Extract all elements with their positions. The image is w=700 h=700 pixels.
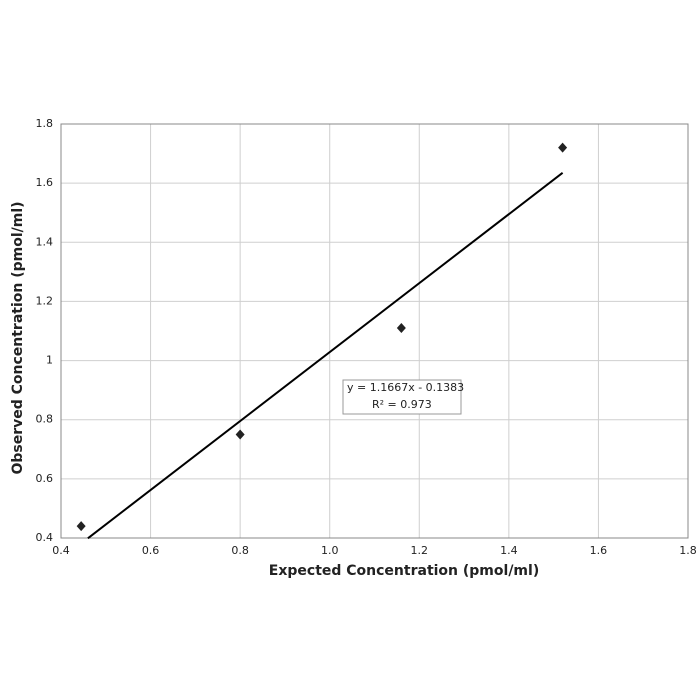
point [235, 429, 245, 440]
y-tick-label: 1 [46, 354, 53, 367]
annotation-box [342, 379, 462, 415]
plot-area [60, 123, 689, 539]
x-tick-label: 0.4 [52, 544, 70, 557]
x-tick-label: 1.2 [411, 544, 429, 557]
y-tick-label: 0.8 [36, 413, 54, 426]
y-tick-label: 1.8 [36, 117, 54, 130]
x-axis-title: Expected Concentration (pmol/ml) [269, 563, 539, 579]
annotation: R² = 0.973 [372, 398, 432, 411]
x-tick-label: 1.6 [590, 544, 608, 557]
point [396, 323, 406, 334]
annotation: y = 1.1667x - 0.1383 [347, 381, 464, 394]
x-tick-label: 1.0 [321, 544, 339, 557]
y-axis-title: Observed Concentration (pmol/ml) [10, 201, 26, 474]
y-tick-label: 0.6 [36, 472, 54, 485]
trendline [87, 172, 564, 540]
point [558, 142, 568, 153]
y-tick-label: 1.6 [36, 176, 54, 189]
x-tick-label: 0.6 [142, 544, 160, 557]
y-tick-label: 0.4 [36, 531, 54, 544]
y-tick-label: 1.2 [36, 294, 54, 307]
y-tick-label: 1.4 [36, 235, 54, 248]
point [76, 521, 86, 532]
x-tick-label: 1.8 [679, 544, 697, 557]
x-tick-label: 0.8 [231, 544, 249, 557]
x-tick-label: 1.4 [500, 544, 518, 557]
